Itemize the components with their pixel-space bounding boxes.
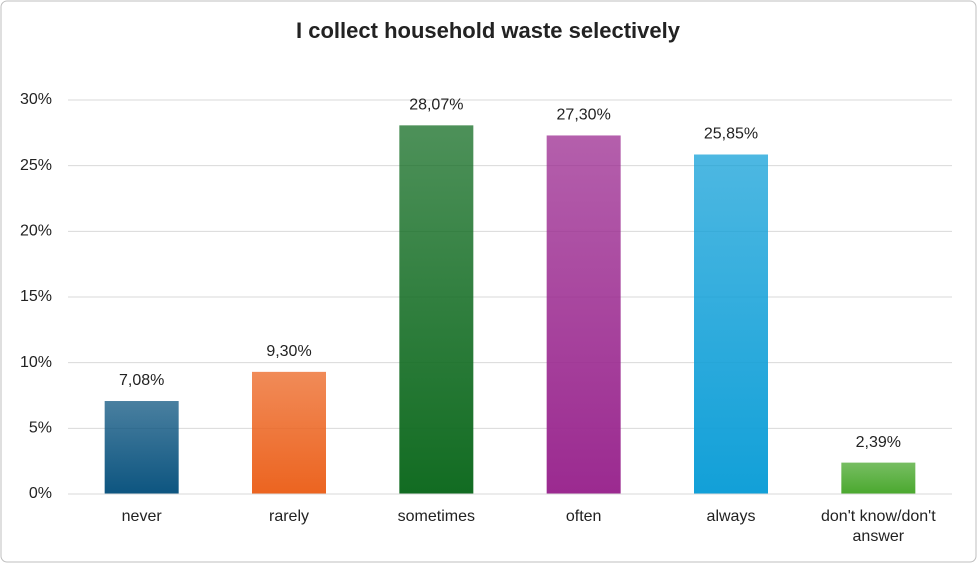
y-tick-label: 25% xyxy=(20,157,52,174)
value-label: 9,30% xyxy=(266,343,311,360)
y-tick-label: 30% xyxy=(20,91,52,108)
y-tick-label: 10% xyxy=(20,354,52,371)
value-label: 25,85% xyxy=(704,126,758,143)
y-tick-label: 5% xyxy=(29,420,52,437)
x-tick-label: don't know/don't answer xyxy=(821,508,936,545)
bar xyxy=(104,401,179,494)
bar xyxy=(841,462,916,494)
bar xyxy=(694,154,768,494)
y-tick-label: 0% xyxy=(29,485,52,502)
chart-title: I collect household waste selectively xyxy=(296,18,681,43)
y-tick-label: 15% xyxy=(20,288,52,305)
x-tick-label: sometimes xyxy=(397,508,475,525)
x-tick-label: never xyxy=(121,508,162,525)
x-tick-label: rarely xyxy=(268,508,309,525)
x-tick-label: often xyxy=(565,508,602,525)
bar xyxy=(399,125,474,494)
value-label: 28,07% xyxy=(409,97,463,114)
y-tick-label: 20% xyxy=(20,223,52,240)
x-tick-label: always xyxy=(706,508,756,525)
value-label: 27,30% xyxy=(557,107,611,124)
value-label: 7,08% xyxy=(119,372,164,389)
bar xyxy=(546,135,621,494)
value-label: 2,39% xyxy=(856,434,901,451)
bar xyxy=(252,371,326,494)
